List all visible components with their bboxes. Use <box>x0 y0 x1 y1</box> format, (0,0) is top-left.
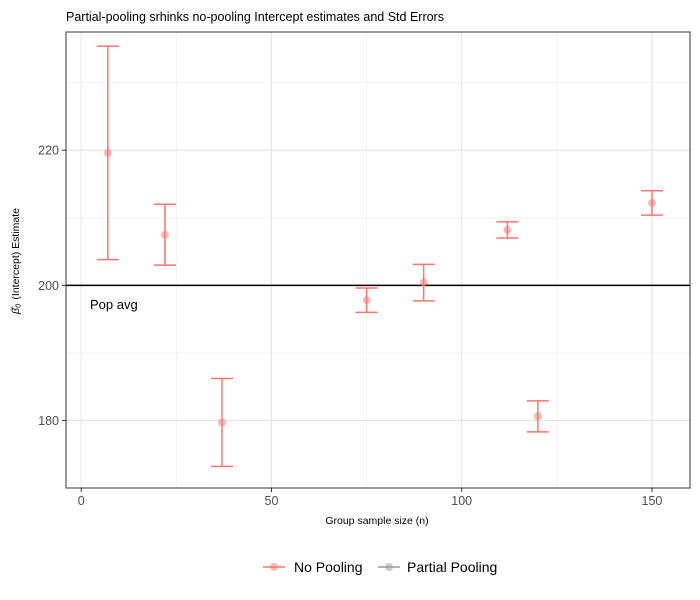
plot-panel <box>66 32 690 488</box>
data-point <box>160 230 169 239</box>
chart-title: Partial-pooling srhinks no-pooling Inter… <box>66 10 444 24</box>
reference-line-label: Pop avg <box>90 297 138 312</box>
y-axis-title-symbol: β̂₀ <box>10 303 22 315</box>
y-axis-title-text: (Intercept) Estimate <box>10 208 22 300</box>
data-point-group <box>153 203 176 266</box>
x-axis: 0 50 100 150 <box>78 488 663 508</box>
data-point <box>419 278 428 287</box>
data-point-group <box>355 287 378 314</box>
legend-key-no-pooling-point <box>270 563 278 571</box>
data-point-group <box>412 263 435 302</box>
x-tick-label: 100 <box>451 494 472 508</box>
y-tick-label: 180 <box>38 414 59 428</box>
y-tick-label: 220 <box>38 144 59 158</box>
y-axis-title: β̂₀ (Intercept) Estimate <box>10 208 22 315</box>
x-tick-label: 50 <box>265 494 279 508</box>
data-point <box>533 412 542 421</box>
data-point-group <box>640 190 663 216</box>
data-point-group <box>496 221 519 239</box>
x-tick-label: 150 <box>642 494 663 508</box>
data-marks <box>96 45 663 468</box>
svg-text:β̂₀(Intercept) Estimate: β̂₀ (Intercept) Estimate <box>10 208 22 315</box>
data-point <box>647 198 656 207</box>
y-tick-label: 200 <box>38 279 59 293</box>
x-tick-label: 0 <box>78 494 85 508</box>
data-point <box>218 418 226 427</box>
legend-label-partial-pooling: Partial Pooling <box>407 559 497 575</box>
data-point-group <box>211 377 233 468</box>
y-axis: 180 200 220 <box>38 144 66 428</box>
data-point-group <box>526 400 549 433</box>
legend-label-no-pooling: No Pooling <box>294 559 363 575</box>
data-point-group <box>96 45 119 261</box>
plot-border <box>65 31 691 489</box>
x-axis-title: Group sample size (n) <box>325 515 428 527</box>
legend: No Pooling Partial Pooling <box>263 559 497 575</box>
data-point <box>103 148 112 157</box>
data-point <box>503 225 512 234</box>
legend-key-partial-pooling-point <box>385 563 393 571</box>
data-point <box>362 296 371 305</box>
